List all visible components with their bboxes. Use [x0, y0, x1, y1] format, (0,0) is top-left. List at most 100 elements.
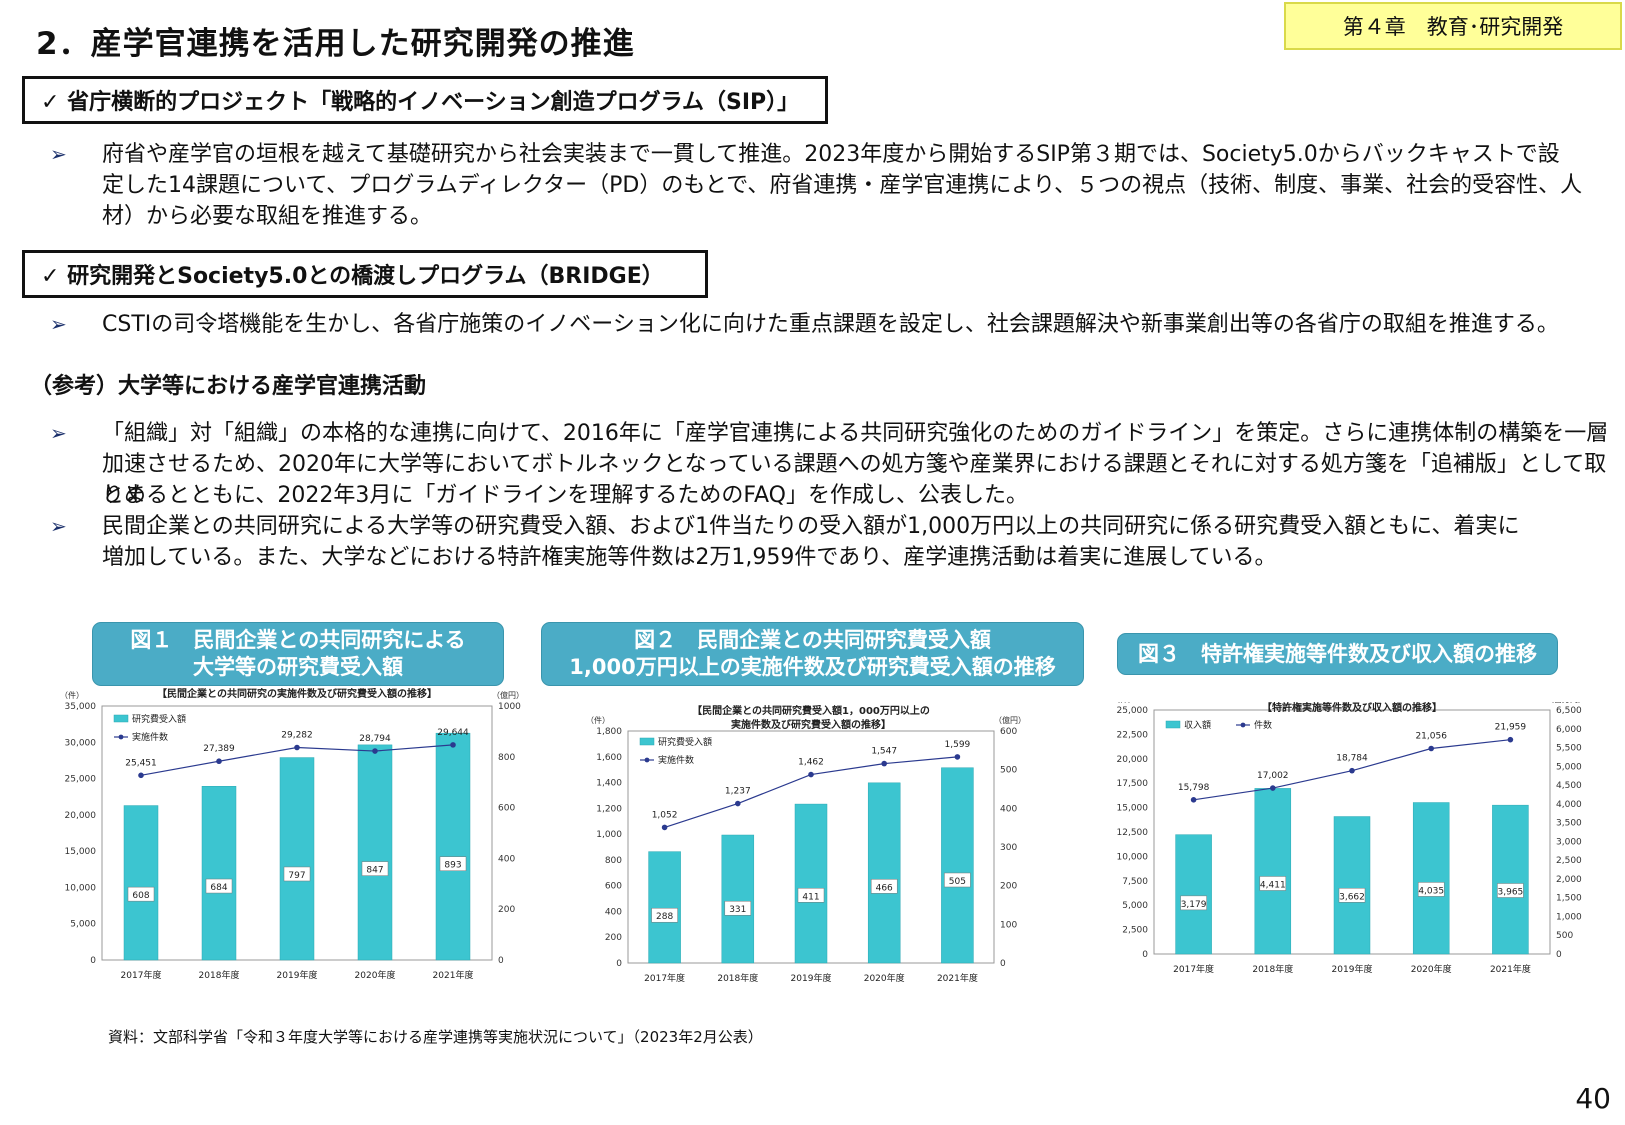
- ref1-line-2: 加速させるため、2020年に大学等においてボトルネックとなっている課題への処方箋…: [102, 452, 1607, 508]
- ref2-line-2: 増加している。また、大学などにおける特許権実施等件数は2万1,959件であり、産…: [102, 545, 1277, 570]
- category-label: 2019年度: [1332, 963, 1373, 975]
- bar: [721, 834, 755, 964]
- bar-data-label: 411: [802, 892, 819, 902]
- left-axis-unit: （件）: [60, 690, 84, 700]
- ref2-line-1: 民間企業との共同研究による大学等の研究費受入額、および1件当たりの受入額が1,0…: [102, 514, 1520, 539]
- line-data-label: 18,784: [1336, 754, 1368, 764]
- right-axis-tick-label: 600: [1000, 727, 1017, 737]
- bar-label-box: [127, 886, 155, 902]
- line-data-label: 1,237: [725, 787, 751, 797]
- category-label: 2017年度: [1173, 963, 1214, 975]
- category-label: 2020年度: [355, 969, 396, 981]
- bar-label-box: [724, 900, 752, 916]
- bar: [1492, 804, 1529, 955]
- line-point: [372, 748, 378, 754]
- category-label: 2021年度: [937, 972, 978, 984]
- right-axis-unit: （億円）: [994, 715, 1026, 725]
- bar: [201, 786, 237, 961]
- chart-title: 実施件数及び研究費受入額の推移】: [731, 718, 891, 731]
- line-data-label: 21,056: [1415, 731, 1447, 741]
- bar: [1333, 816, 1371, 955]
- left-axis-tick-label: 0: [90, 956, 96, 966]
- line-point: [294, 744, 300, 751]
- legend-bar-swatch: [639, 737, 655, 746]
- bridge-bullet: ➢ CSTIの司令塔機能を生かし、各省庁施策のイノベーション化に向けた重点課題を…: [50, 309, 1620, 342]
- page-number: 40: [1575, 1082, 1611, 1115]
- left-axis-tick-label: 20,000: [65, 811, 97, 821]
- bar-label-box: [1417, 882, 1445, 897]
- right-axis-tick-label: 3,000: [1556, 837, 1582, 847]
- bar: [1175, 834, 1212, 955]
- line-point: [735, 800, 741, 807]
- left-axis-tick-label: 30,000: [65, 738, 97, 748]
- page-title: 2．産学官連携を活用した研究開発の推進: [36, 26, 635, 62]
- line-point: [216, 758, 222, 765]
- right-axis-tick-label: 4,500: [1556, 781, 1582, 791]
- line-point: [1428, 745, 1434, 752]
- line-point: [954, 754, 961, 760]
- left-axis-tick-label: 35,000: [65, 702, 97, 712]
- legend-line-marker: [1240, 722, 1246, 728]
- sip-line-1: 府省や産学官の垣根を越えて基礎研究から社会実装まで一貫して推進。2023年度から…: [102, 142, 1560, 167]
- fig3-banner-line-1: 図３ 特許権実施等件数及び収入額の推移: [1138, 641, 1537, 666]
- category-label: 2018年度: [717, 972, 758, 984]
- bar-data-label: 3,179: [1181, 900, 1207, 910]
- line-point: [450, 742, 456, 748]
- left-axis-tick-label: 15,000: [65, 847, 97, 857]
- chart-fig3: 【特許権実施等件数及び収入額の推移】 0 2,500 5,000 7,500 10,000…: [1112, 702, 1586, 975]
- left-axis-tick-label: 0: [616, 959, 622, 969]
- right-axis-tick-label: 1000: [498, 702, 521, 712]
- left-axis-unit: （件）: [1112, 702, 1136, 704]
- bar: [1412, 802, 1450, 955]
- left-axis-tick-label: 0: [1142, 950, 1148, 960]
- bar-label-box: [1259, 876, 1287, 891]
- right-axis-tick-label: 1,000: [1556, 912, 1582, 922]
- bar: [279, 757, 315, 961]
- source-note: 資料：文部科学省「令和３年度大学等における産学連携等実施状況について」（2023…: [108, 1028, 763, 1046]
- reference-bullet-1: ➢ 「組織」対「組織」の本格的な連携に向けて、2016年に「産学官連携による共同…: [50, 418, 1615, 513]
- bar-data-label: 4,035: [1418, 886, 1444, 896]
- legend-bar-label: 研究費受入額: [132, 713, 186, 725]
- bar: [357, 744, 393, 961]
- right-axis-tick-label: 2,500: [1556, 856, 1582, 866]
- line-data-label: 15,798: [1178, 783, 1210, 793]
- chart-fig2: 【民間企業との共同研究費受入額1，000万円以上の実施件数及び研究費受入額の推移…: [586, 705, 1026, 984]
- legend-line-marker: [644, 757, 650, 763]
- left-axis-tick-label: 600: [605, 882, 622, 892]
- line-data-label: 29,644: [437, 728, 469, 738]
- category-label: 2020年度: [864, 972, 905, 984]
- left-axis-tick-label: 22,500: [1117, 730, 1149, 740]
- bar-label-box: [1180, 895, 1207, 911]
- fig1-banner-line-1: 図１ 民間企業との共同研究による: [130, 628, 466, 652]
- right-axis-tick-label: 800: [498, 753, 515, 763]
- reference-heading: （参考）大学等における産学官連携活動: [30, 374, 427, 399]
- line-point: [808, 771, 814, 778]
- chart-title: 【民間企業との共同研究の実施件数及び研究費受入額の推移】: [157, 688, 437, 700]
- legend-bar-swatch: [113, 714, 129, 723]
- ref1-line-3: とめるとともに、2022年3月に「ガイドラインを理解するためのFAQ」を作成し、…: [102, 483, 1028, 508]
- fig1-banner: 図１ 民間企業との共同研究による 大学等の研究費受入額: [92, 622, 504, 686]
- bridge-line-1: CSTIの司令塔機能を生かし、各省庁施策のイノベーション化に向けた重点課題を設定…: [102, 312, 1559, 337]
- left-axis-tick-label: 12,500: [1117, 828, 1149, 838]
- right-axis-tick-label: 5,000: [1556, 762, 1582, 772]
- bar: [1254, 788, 1292, 955]
- left-axis-tick-label: 20,000: [1117, 755, 1149, 765]
- legend-bar-label: 研究費受入額: [658, 736, 712, 748]
- category-label: 2017年度: [121, 969, 162, 981]
- chart-fig1: 【民間企業との共同研究の実施件数及び研究費受入額の推移】 0 5,000 10,000…: [60, 688, 524, 981]
- bar-data-label: 608: [132, 891, 149, 901]
- bar-label-box: [797, 888, 825, 903]
- right-axis-tick-label: 100: [1000, 920, 1017, 930]
- line-data-label: 1,052: [652, 810, 678, 820]
- line-data-label: 25,451: [125, 758, 157, 768]
- category-label: 2020年度: [1411, 963, 1452, 975]
- bar-label-box: [439, 856, 467, 871]
- bar: [435, 732, 471, 961]
- fig3-banner: 図３ 特許権実施等件数及び収入額の推移: [1117, 633, 1558, 675]
- legend-line-marker: [118, 734, 124, 740]
- bar-label-box: [1338, 888, 1366, 903]
- category-label: 2017年度: [644, 972, 685, 984]
- bar-data-label: 331: [729, 905, 746, 915]
- category-label: 2018年度: [199, 969, 240, 981]
- chart-title: 【特許権実施等件数及び収入額の推移】: [1262, 702, 1442, 714]
